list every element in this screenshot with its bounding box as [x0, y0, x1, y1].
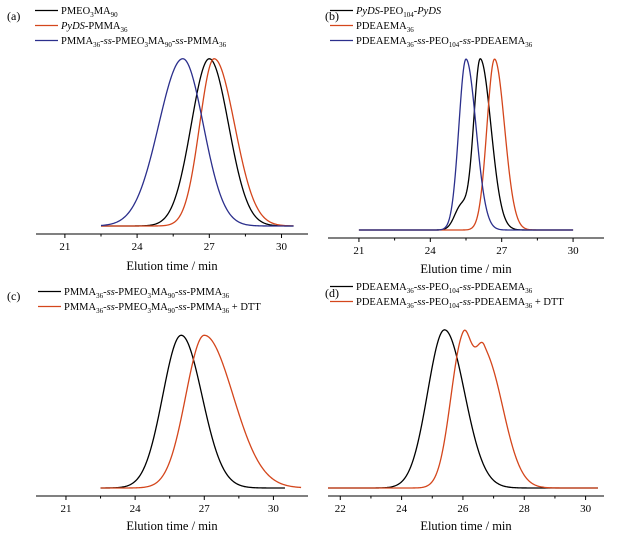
- x-axis-label: Elution time / min: [420, 262, 512, 276]
- series-line-red: [358, 58, 574, 231]
- series-line-black: [358, 58, 574, 231]
- chart-panel-2: (b) 21 24 27 30 Elution time / min PyDS-PEO104…: [325, 6, 604, 276]
- legend-entry: PMMA36-ss-PMEO3MA90-ss-PMMA36 + DTT: [64, 302, 261, 315]
- x-tick-label: 28: [519, 503, 531, 515]
- legend-entry: PMEO3MA90: [61, 6, 118, 19]
- legend-entry: PDEAEMA36-ss-PEO104-ss-PDEAEMA36: [356, 282, 533, 295]
- x-tick-label: 24: [132, 241, 144, 253]
- panel-label: (b): [325, 9, 339, 23]
- legend-entry: PyDS-PMMA36: [60, 21, 128, 34]
- x-tick-label: 24: [425, 245, 437, 257]
- x-tick-label: 21: [59, 241, 70, 253]
- series-line-red: [100, 334, 302, 489]
- legend-entry: PDEAEMA36-ss-PEO104-ss-PDEAEMA36: [356, 36, 533, 49]
- series-line-black: [328, 329, 598, 489]
- chart-panel-4: (d) 22 24 26 28 30 Elution time / min PDEAEMA36…: [325, 282, 604, 533]
- x-tick-label: 30: [580, 503, 592, 515]
- x-tick-label: 30: [568, 245, 580, 257]
- x-tick-label: 30: [268, 503, 280, 515]
- series-line-black: [100, 334, 286, 489]
- chart-panel-3: (c) 21 24 27 30 Elution time / min PMMA36-ss-P…: [7, 287, 308, 533]
- x-tick-label: 24: [396, 503, 408, 515]
- panel-label: (c): [7, 289, 20, 303]
- x-axis-label: Elution time / min: [126, 519, 218, 533]
- x-tick-label: 21: [353, 245, 364, 257]
- x-axis-label: Elution time / min: [126, 259, 218, 273]
- x-tick-label: 27: [204, 241, 216, 253]
- panel-label: (a): [7, 9, 20, 23]
- series-line-blue: [358, 58, 574, 231]
- legend-entry: PDEAEMA36: [356, 21, 414, 34]
- legend-entry: PMMA36-ss-PMEO3MA90-ss-PMMA36: [61, 36, 227, 49]
- series-line-blue: [100, 58, 294, 227]
- x-tick-label: 24: [130, 503, 142, 515]
- chart-panel-1: (a) 21 24 27 30 Elution time / min PMEO3MA90 Py…: [7, 6, 308, 273]
- x-tick-label: 30: [276, 241, 288, 253]
- series-line-red: [328, 329, 598, 489]
- legend-entry: PyDS-PEO104-PyDS: [355, 6, 442, 19]
- legend-entry: PDEAEMA36-ss-PEO104-ss-PDEAEMA36 + DTT: [356, 297, 564, 310]
- x-tick-label: 26: [457, 503, 469, 515]
- panel-label: (d): [325, 286, 339, 300]
- x-tick-label: 22: [335, 503, 346, 515]
- legend-entry: PMMA36-ss-PMEO3MA90-ss-PMMA36: [64, 287, 230, 300]
- series-line-red: [100, 58, 294, 227]
- x-axis-label: Elution time / min: [420, 519, 512, 533]
- x-tick-label: 27: [199, 503, 211, 515]
- x-tick-label: 21: [60, 503, 71, 515]
- x-tick-label: 27: [496, 245, 508, 257]
